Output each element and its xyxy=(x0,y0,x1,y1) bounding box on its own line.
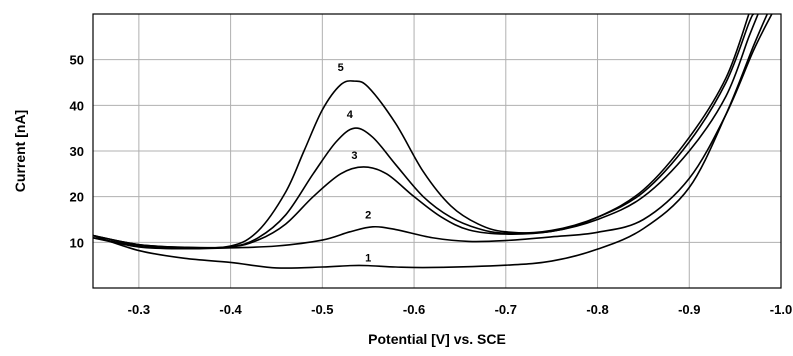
x-tick-label: -0.9 xyxy=(678,302,700,317)
y-axis-title: Current [nA] xyxy=(12,110,28,192)
y-tick-label: 10 xyxy=(70,235,84,250)
curve-label-5: 5 xyxy=(338,62,344,74)
series-layer xyxy=(93,14,773,269)
series-curve-3 xyxy=(93,14,759,249)
x-tick-label: -0.7 xyxy=(495,302,517,317)
grid-layer xyxy=(93,14,782,288)
x-tick-label: -0.5 xyxy=(311,302,333,317)
x-tick-labels: -0.3 -0.4 -0.5 -0.6 -0.7 -0.8 -0.9 -1.0 xyxy=(128,302,793,317)
y-tick-labels: 10 20 30 40 50 xyxy=(70,53,84,251)
curve-label-4: 4 xyxy=(347,109,354,121)
x-axis-title: Potential [V] vs. SCE xyxy=(368,331,506,347)
series-curve-1 xyxy=(93,14,769,269)
series-curve-2 xyxy=(93,14,773,250)
curve-labels: 1 2 3 4 5 xyxy=(338,62,372,264)
curve-label-1: 1 xyxy=(365,253,371,265)
plot-frame xyxy=(92,13,782,289)
x-tick-label: -1.0 xyxy=(770,302,792,317)
x-tick-label: -0.3 xyxy=(128,302,150,317)
x-tick-label: -0.6 xyxy=(403,302,425,317)
y-tick-label: 50 xyxy=(70,53,84,68)
y-tick-label: 20 xyxy=(70,190,84,205)
curve-label-3: 3 xyxy=(351,150,357,162)
series-curve-5 xyxy=(93,14,750,249)
y-tick-label: 40 xyxy=(70,98,84,113)
series-curve-4 xyxy=(93,14,755,249)
curve-label-2: 2 xyxy=(365,210,371,222)
x-tick-label: -0.8 xyxy=(586,302,608,317)
x-tick-label: -0.4 xyxy=(219,302,242,317)
y-tick-label: 30 xyxy=(70,144,84,159)
